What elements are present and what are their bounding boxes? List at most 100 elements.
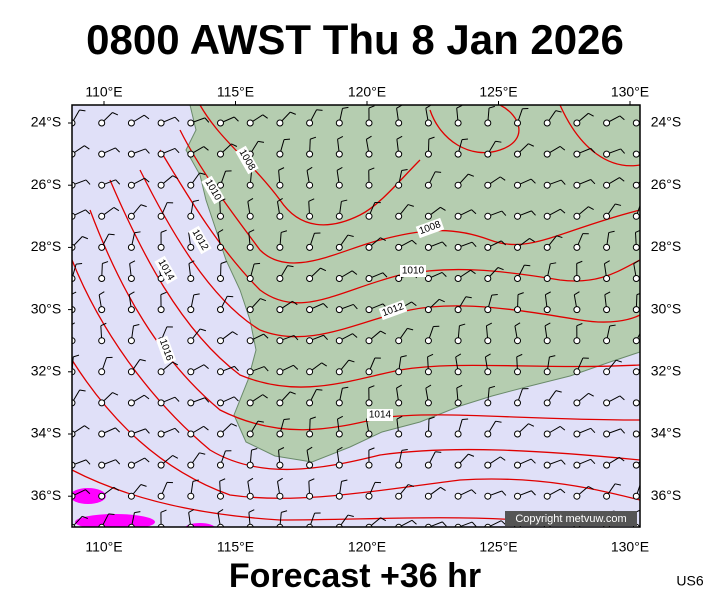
barb-feather	[336, 166, 343, 171]
barb-feather	[145, 148, 150, 154]
barb-station	[276, 119, 284, 127]
barb-station	[157, 181, 165, 189]
barb-feather	[308, 478, 315, 482]
barb-station	[484, 212, 492, 220]
barb-station	[424, 243, 432, 251]
barb-feather	[85, 179, 91, 185]
barb-station	[98, 461, 106, 469]
barb-feather	[174, 427, 180, 433]
barb-feather	[341, 479, 348, 482]
barb-feather	[172, 175, 179, 180]
barb-feather	[608, 230, 615, 234]
barb-feather	[366, 135, 372, 140]
forecast-label: Forecast +36 hr	[229, 557, 481, 595]
barb-station	[424, 461, 432, 469]
barb-feather	[440, 486, 446, 491]
barb-feather	[435, 171, 442, 173]
lat-label: 24°S	[651, 114, 682, 130]
barb-station	[424, 368, 432, 376]
barb-station	[217, 119, 224, 127]
map-area	[72, 105, 640, 527]
barb-station	[98, 275, 106, 282]
barb-station	[365, 181, 373, 189]
barb-station	[424, 337, 432, 345]
barb-feather	[293, 335, 299, 341]
barb-feather	[347, 234, 354, 237]
barb-feather	[115, 179, 121, 185]
barb-station	[335, 243, 343, 251]
barb-feather	[528, 423, 535, 427]
barb-station	[187, 430, 195, 438]
barb-station	[454, 492, 462, 500]
isobar	[72, 359, 640, 501]
barb-feather	[471, 489, 477, 495]
barb-station	[187, 212, 195, 220]
barb-station	[424, 212, 432, 220]
barb-station	[424, 181, 432, 189]
barb-station	[217, 212, 224, 220]
barb-feather	[231, 143, 238, 147]
barb-station	[217, 368, 224, 376]
barb-feather	[188, 509, 195, 513]
barb-station	[632, 275, 640, 282]
barb-station	[632, 337, 640, 345]
barb-station	[98, 150, 106, 158]
barb-feather	[471, 209, 477, 215]
barb-feather	[588, 112, 594, 117]
barb-station	[187, 119, 195, 127]
barb-station	[306, 212, 314, 220]
barb-station	[514, 181, 521, 189]
barb-station	[573, 337, 581, 345]
barb-feather	[174, 396, 180, 402]
land	[185, 105, 640, 463]
barb-feather	[442, 241, 447, 247]
lon-label: 130°E	[611, 84, 649, 100]
barb-feather	[590, 427, 596, 434]
barb-station	[365, 119, 373, 127]
barb-station	[514, 399, 521, 407]
barb-station	[573, 119, 581, 127]
barb-station	[217, 243, 224, 251]
barb-station	[632, 430, 640, 438]
barb-station	[127, 181, 135, 189]
barb-station	[603, 119, 611, 127]
lon-label: 110°E	[85, 84, 122, 100]
barb-feather	[604, 260, 610, 265]
barb-feather	[614, 483, 622, 486]
barb-feather	[133, 323, 140, 327]
barb-feather	[348, 359, 355, 363]
barb-station	[157, 150, 165, 158]
barb-feather	[514, 322, 521, 327]
barb-station	[573, 150, 581, 158]
barb-station	[127, 275, 135, 282]
barb-feather	[278, 167, 285, 171]
barb-feather	[342, 106, 349, 109]
barb-station	[306, 368, 314, 376]
barb-feather	[368, 447, 375, 451]
barb-feather	[337, 135, 344, 140]
barb-feather	[144, 177, 150, 183]
barb-station	[543, 461, 551, 469]
barb-station	[543, 181, 551, 189]
barb-station	[514, 492, 521, 500]
barb-station	[603, 181, 611, 189]
barb-station	[424, 430, 432, 438]
barb-station	[543, 430, 551, 438]
isobar-label-bg	[188, 225, 212, 255]
barb-feather	[140, 204, 147, 208]
barb-station	[246, 275, 254, 282]
barb-station	[632, 212, 640, 220]
barb-feather	[247, 198, 254, 202]
barb-station	[246, 119, 254, 127]
isobar-label-bg	[367, 409, 393, 421]
barb-feather	[260, 298, 267, 302]
isobar	[72, 259, 640, 471]
barb-feather	[407, 327, 414, 331]
barb-station	[306, 150, 314, 158]
barb-feather	[204, 397, 210, 403]
barb-station	[484, 461, 492, 469]
barb-feather	[588, 392, 594, 397]
barb-station	[603, 337, 611, 345]
barb-station	[246, 337, 254, 345]
barb-station	[276, 461, 284, 469]
